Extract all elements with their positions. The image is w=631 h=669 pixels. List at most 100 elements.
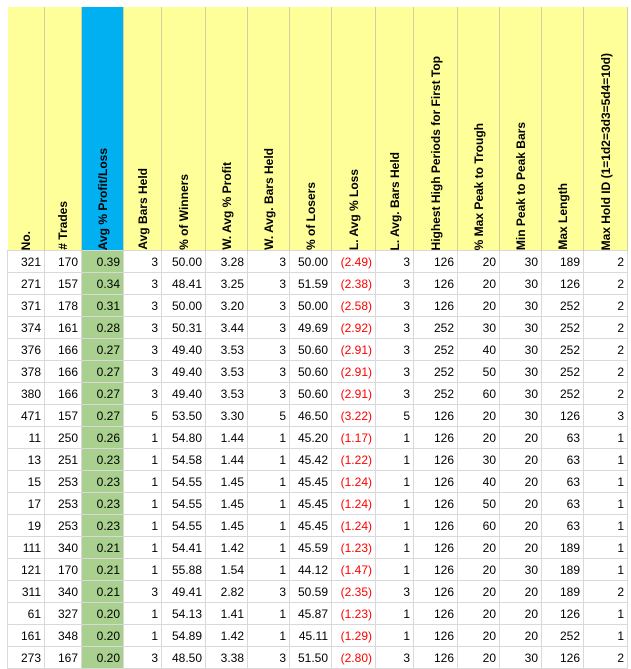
table-cell[interactable]: 3: [375, 316, 414, 339]
table-cell[interactable]: (1.24): [331, 470, 376, 493]
header-cell[interactable]: # Trades: [44, 7, 82, 251]
table-cell[interactable]: 126: [541, 272, 584, 295]
table-cell[interactable]: 0.23: [81, 514, 124, 537]
table-cell[interactable]: 48.41: [161, 272, 206, 295]
table-cell[interactable]: 166: [44, 382, 82, 405]
table-cell[interactable]: 2.82: [205, 580, 248, 603]
table-cell[interactable]: 3: [247, 338, 290, 361]
table-cell[interactable]: 13: [7, 448, 45, 471]
table-cell[interactable]: 189: [541, 580, 584, 603]
table-cell[interactable]: 54.55: [161, 470, 206, 493]
table-cell[interactable]: 1: [123, 558, 162, 581]
table-cell[interactable]: 45.45: [289, 514, 332, 537]
table-cell[interactable]: 40: [457, 470, 500, 493]
table-cell[interactable]: 20: [457, 426, 500, 449]
table-cell[interactable]: 252: [413, 338, 458, 361]
table-cell[interactable]: 3: [247, 316, 290, 339]
table-cell[interactable]: 1: [247, 470, 290, 493]
table-cell[interactable]: 3.30: [205, 404, 248, 427]
table-cell[interactable]: 49.41: [161, 580, 206, 603]
table-cell[interactable]: 20: [457, 404, 500, 427]
table-cell[interactable]: 178: [44, 294, 82, 317]
table-cell[interactable]: 20: [457, 624, 500, 647]
table-cell[interactable]: 126: [541, 602, 584, 625]
header-cell[interactable]: L. Avg % Loss: [331, 7, 376, 251]
table-cell[interactable]: 1.41: [205, 602, 248, 625]
table-cell[interactable]: 166: [44, 338, 82, 361]
table-cell[interactable]: 126: [413, 492, 458, 515]
table-cell[interactable]: 50.60: [289, 338, 332, 361]
table-cell[interactable]: 271: [7, 272, 45, 295]
table-cell[interactable]: 60: [457, 514, 500, 537]
table-cell[interactable]: 1.44: [205, 426, 248, 449]
table-cell[interactable]: (2.80): [331, 646, 376, 669]
table-cell[interactable]: 20: [457, 646, 500, 669]
table-cell[interactable]: 376: [7, 338, 45, 361]
table-cell[interactable]: 5: [375, 404, 414, 427]
table-cell[interactable]: 45.42: [289, 448, 332, 471]
table-cell[interactable]: 3.25: [205, 272, 248, 295]
table-cell[interactable]: 3: [375, 294, 414, 317]
table-cell[interactable]: 1: [247, 602, 290, 625]
table-cell[interactable]: 54.58: [161, 448, 206, 471]
table-cell[interactable]: 20: [499, 624, 542, 647]
table-cell[interactable]: 45.59: [289, 536, 332, 559]
table-cell[interactable]: 20: [457, 602, 500, 625]
table-cell[interactable]: 252: [541, 382, 584, 405]
table-cell[interactable]: 3: [375, 272, 414, 295]
table-cell[interactable]: 50.00: [289, 294, 332, 317]
table-cell[interactable]: 3.20: [205, 294, 248, 317]
table-cell[interactable]: 3: [123, 382, 162, 405]
table-cell[interactable]: 17: [7, 492, 45, 515]
table-cell[interactable]: 3: [247, 382, 290, 405]
table-cell[interactable]: 252: [413, 382, 458, 405]
table-cell[interactable]: 126: [413, 272, 458, 295]
table-cell[interactable]: 1: [375, 514, 414, 537]
table-cell[interactable]: 45.87: [289, 602, 332, 625]
table-cell[interactable]: 3.53: [205, 382, 248, 405]
table-cell[interactable]: 45.45: [289, 492, 332, 515]
table-cell[interactable]: 126: [413, 602, 458, 625]
table-cell[interactable]: 1: [583, 624, 628, 647]
table-cell[interactable]: 2: [583, 250, 628, 273]
table-cell[interactable]: 1: [123, 470, 162, 493]
table-cell[interactable]: 252: [413, 316, 458, 339]
table-cell[interactable]: 348: [44, 624, 82, 647]
table-cell[interactable]: 30: [499, 646, 542, 669]
table-cell[interactable]: 54.55: [161, 492, 206, 515]
table-cell[interactable]: 126: [541, 646, 584, 669]
table-cell[interactable]: 189: [541, 536, 584, 559]
table-cell[interactable]: 252: [541, 624, 584, 647]
table-cell[interactable]: 1: [247, 514, 290, 537]
table-cell[interactable]: 3: [123, 646, 162, 669]
table-cell[interactable]: 63: [541, 426, 584, 449]
table-cell[interactable]: 50.00: [289, 250, 332, 273]
table-cell[interactable]: 1.44: [205, 448, 248, 471]
table-cell[interactable]: 2: [583, 272, 628, 295]
table-cell[interactable]: 0.27: [81, 338, 124, 361]
table-cell[interactable]: 189: [541, 558, 584, 581]
table-cell[interactable]: 111: [7, 536, 45, 559]
table-cell[interactable]: (1.23): [331, 536, 376, 559]
header-cell[interactable]: % of Losers: [289, 7, 332, 251]
header-cell[interactable]: No.: [7, 7, 45, 251]
table-cell[interactable]: 20: [499, 426, 542, 449]
table-cell[interactable]: 126: [413, 294, 458, 317]
table-cell[interactable]: 273: [7, 646, 45, 669]
table-cell[interactable]: 3: [247, 580, 290, 603]
table-cell[interactable]: (2.38): [331, 272, 376, 295]
table-cell[interactable]: (2.49): [331, 250, 376, 273]
table-cell[interactable]: 30: [499, 360, 542, 383]
table-cell[interactable]: 1.42: [205, 536, 248, 559]
table-cell[interactable]: (2.92): [331, 316, 376, 339]
table-cell[interactable]: 30: [499, 382, 542, 405]
table-cell[interactable]: 3: [247, 272, 290, 295]
table-cell[interactable]: 1: [583, 558, 628, 581]
table-cell[interactable]: 1: [123, 448, 162, 471]
table-cell[interactable]: 55.88: [161, 558, 206, 581]
table-cell[interactable]: 30: [457, 448, 500, 471]
table-cell[interactable]: 3: [247, 294, 290, 317]
table-cell[interactable]: 51.50: [289, 646, 332, 669]
header-cell[interactable]: Max Hold ID (1=1d2=3d3=5d4=10d): [583, 7, 628, 251]
table-cell[interactable]: 63: [541, 448, 584, 471]
